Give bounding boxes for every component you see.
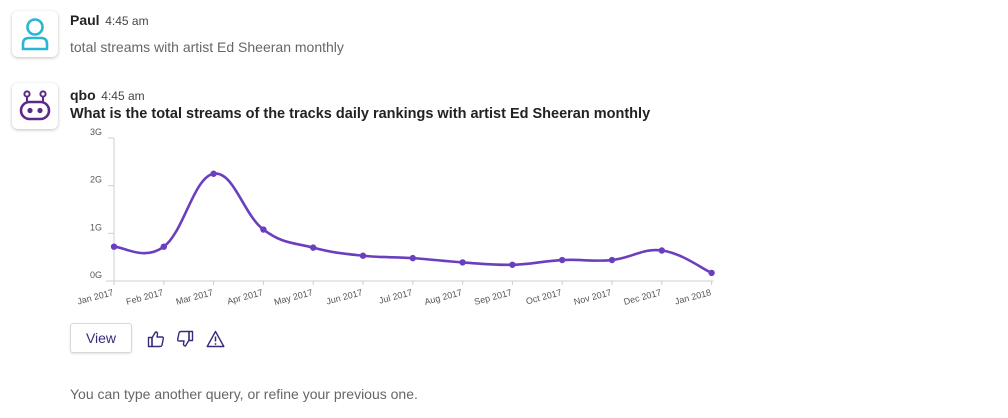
x-tick-label: Apr 2017 <box>226 287 264 306</box>
data-point <box>409 254 416 262</box>
user-avatar <box>12 11 58 57</box>
thumbs-down-button[interactable] <box>175 329 195 349</box>
data-point <box>708 269 715 277</box>
x-tick-label: Sep 2017 <box>473 287 513 307</box>
footer-hint: You can type another query, or refine yo… <box>70 386 418 402</box>
x-tick-label: Mar 2017 <box>175 287 214 307</box>
bot-message-time: 4:45 am <box>101 89 145 103</box>
user-name: Paul <box>70 12 100 28</box>
x-tick-label: Aug 2017 <box>423 287 463 307</box>
bot-name: qbo <box>70 87 96 103</box>
x-tick-label: Oct 2017 <box>525 287 563 306</box>
data-point <box>210 170 217 177</box>
thumbs-up-button[interactable] <box>146 329 166 349</box>
data-point <box>160 243 167 250</box>
data-point <box>608 256 616 264</box>
data-point <box>658 247 665 254</box>
user-icon <box>21 18 49 51</box>
x-tick-label: May 2017 <box>273 287 314 307</box>
thumbs-down-icon <box>176 330 194 347</box>
y-tick-label: 0G <box>90 270 102 280</box>
data-point <box>559 256 566 264</box>
data-point <box>260 226 267 233</box>
view-button[interactable]: View <box>70 323 132 353</box>
data-point <box>310 244 317 251</box>
robot-icon <box>19 90 51 121</box>
data-point <box>110 243 118 250</box>
data-point <box>459 259 466 266</box>
report-issue-button[interactable] <box>205 329 225 349</box>
user-message-text: total streams with artist Ed Sheeran mon… <box>70 39 344 55</box>
data-point <box>359 252 367 259</box>
x-tick-label: Nov 2017 <box>573 287 613 307</box>
y-tick-label: 2G <box>90 175 102 185</box>
bot-question-title: What is the total streams of the tracks … <box>70 106 651 122</box>
x-tick-label: Dec 2017 <box>623 287 663 307</box>
thumbs-up-icon <box>147 331 165 348</box>
y-tick-label: 1G <box>90 222 102 232</box>
bot-avatar <box>12 83 58 129</box>
y-tick-label: 3G <box>90 128 102 137</box>
data-point <box>509 261 516 268</box>
x-tick-label: Jan 2018 <box>674 287 712 306</box>
user-message-time: 4:45 am <box>105 14 149 28</box>
x-tick-label: Feb 2017 <box>125 287 164 307</box>
warning-icon <box>206 330 224 348</box>
x-tick-label: Jul 2017 <box>378 287 413 305</box>
user-message-header: Paul 4:45 am <box>70 12 149 28</box>
bot-message-header: qbo 4:45 am <box>70 87 145 103</box>
x-tick-label: Jun 2017 <box>325 287 363 306</box>
x-tick-label: Jan 2017 <box>76 287 114 306</box>
streams-line-chart: 0G 1G 2G 3G Jan 2017 Feb 2017 Mar 2017 Apr 2017… <box>76 128 715 307</box>
